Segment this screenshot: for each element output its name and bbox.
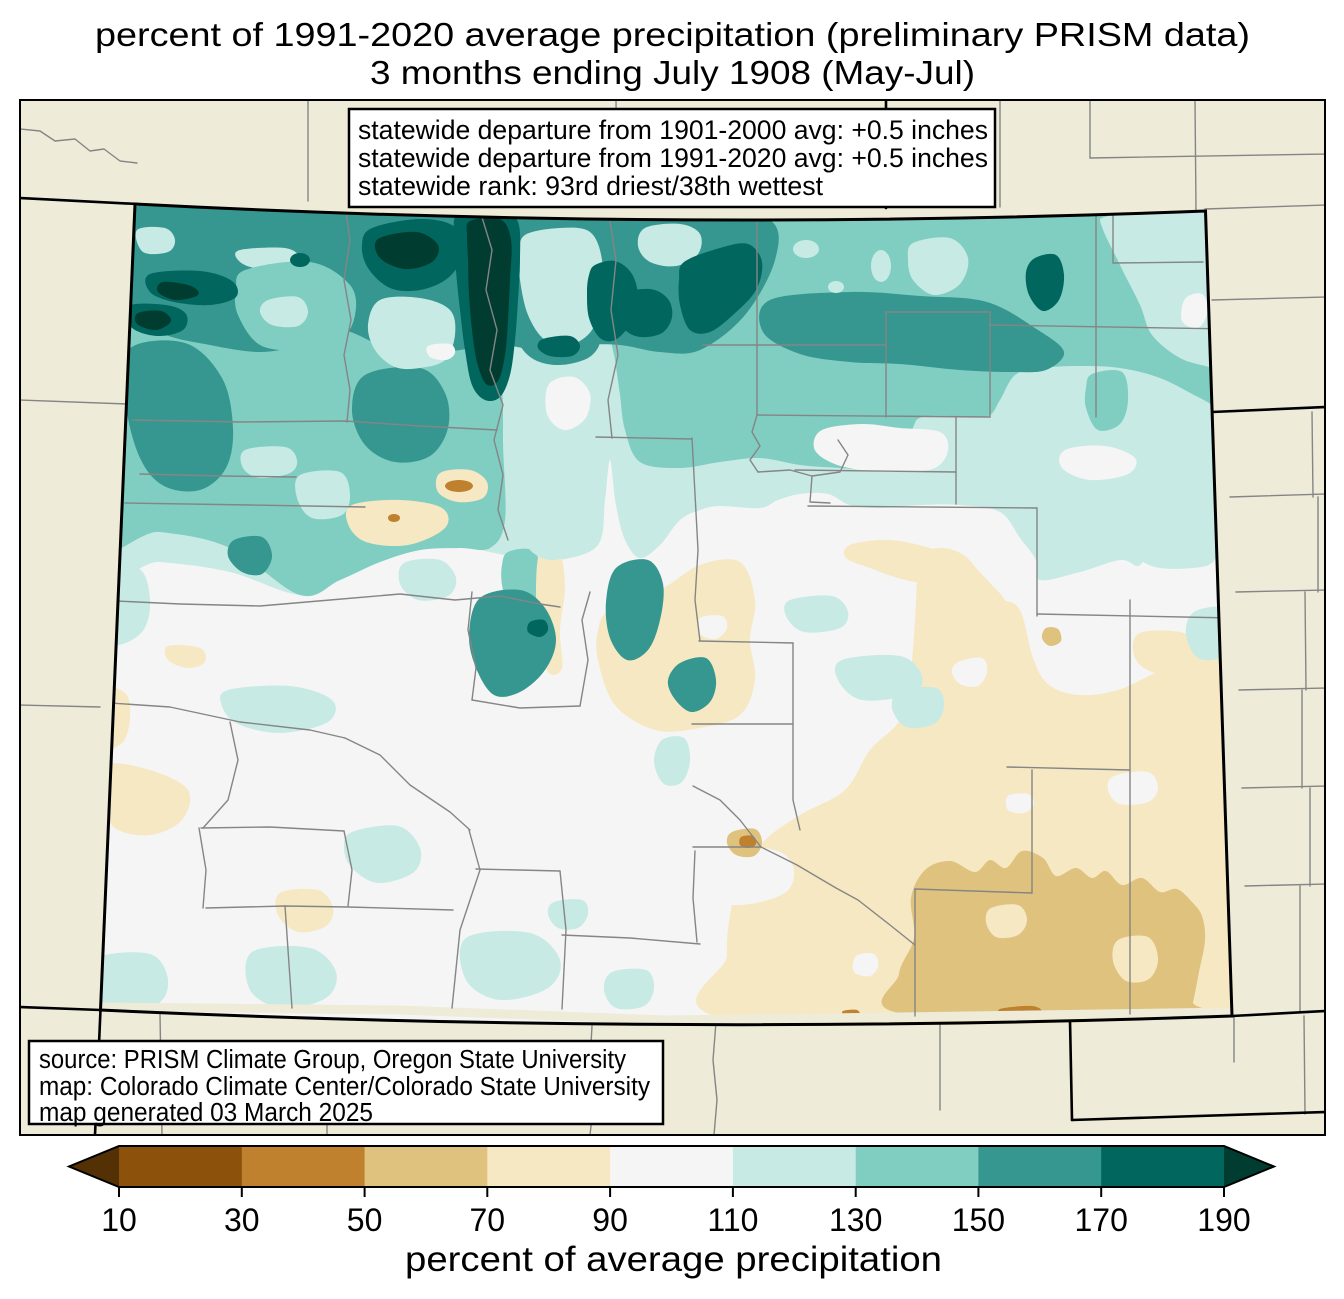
svg-text:30: 30 xyxy=(224,1202,260,1238)
svg-text:statewide rank: 93rd driest/38: statewide rank: 93rd driest/38th wettest xyxy=(358,171,824,201)
svg-text:source: PRISM Climate Group, O: source: PRISM Climate Group, Oregon Stat… xyxy=(39,1046,626,1074)
svg-text:map generated 03 March 2025: map generated 03 March 2025 xyxy=(39,1099,373,1127)
svg-text:map: Colorado Climate Center/C: map: Colorado Climate Center/Colorado St… xyxy=(39,1073,650,1101)
svg-text:50: 50 xyxy=(347,1202,383,1238)
svg-text:190: 190 xyxy=(1197,1202,1250,1238)
svg-text:110: 110 xyxy=(707,1202,758,1238)
svg-text:percent of 1991-2020 average p: percent of 1991-2020 average precipitati… xyxy=(95,16,1250,53)
svg-text:130: 130 xyxy=(829,1202,882,1238)
svg-text:90: 90 xyxy=(592,1202,628,1238)
svg-text:10: 10 xyxy=(101,1202,137,1238)
svg-text:statewide departure from 1901-: statewide departure from 1901-2000 avg: … xyxy=(358,115,988,145)
svg-text:150: 150 xyxy=(952,1202,1005,1238)
svg-text:statewide departure from 1991-: statewide departure from 1991-2020 avg: … xyxy=(358,143,988,173)
svg-text:percent of average precipitati: percent of average precipitation xyxy=(405,1240,942,1279)
svg-text:3 months ending July 1908 (May: 3 months ending July 1908 (May-Jul) xyxy=(370,54,975,91)
svg-text:170: 170 xyxy=(1075,1202,1128,1238)
svg-text:70: 70 xyxy=(470,1202,506,1238)
